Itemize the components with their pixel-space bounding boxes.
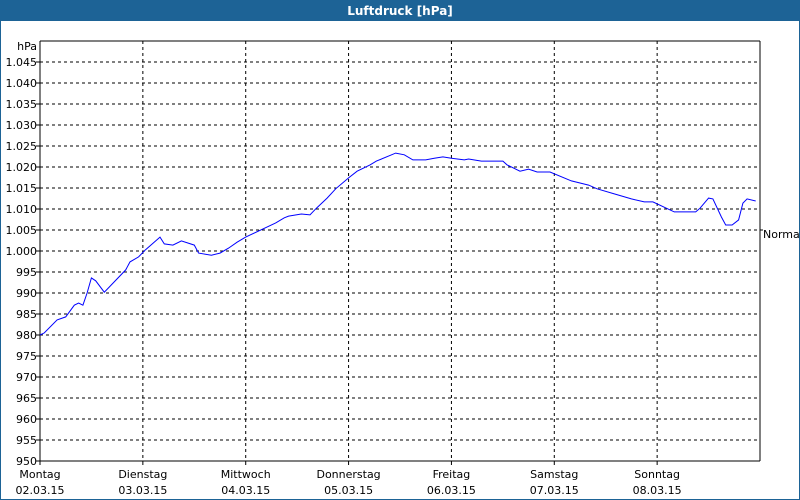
- y-tick-label: 1.020: [6, 161, 38, 174]
- y-tick-label: 975: [16, 350, 37, 363]
- y-tick-label: 1.000: [6, 245, 38, 258]
- y-tick-label: 1.010: [6, 203, 38, 216]
- x-tick-date: 05.03.15: [324, 484, 373, 497]
- y-tick-label: 1.015: [6, 182, 38, 195]
- x-tick-day: Dienstag: [118, 468, 167, 481]
- x-tick-day: Freitag: [433, 468, 471, 481]
- y-tick-label: 990: [16, 287, 37, 300]
- x-tick-date: 06.03.15: [427, 484, 476, 497]
- y-tick-label: 1.035: [6, 98, 38, 111]
- x-tick-day: Donnerstag: [316, 468, 380, 481]
- x-tick-day: Mittwoch: [221, 468, 271, 481]
- x-tick-day: Samstag: [530, 468, 578, 481]
- y-tick-label: 995: [16, 266, 37, 279]
- x-tick-date: 07.03.15: [530, 484, 579, 497]
- x-tick-date: 08.03.15: [633, 484, 682, 497]
- y-tick-label: 1.030: [6, 119, 38, 132]
- y-axis-label: hPa: [17, 40, 37, 53]
- y-tick-label: 1.025: [6, 140, 38, 153]
- window-title: Luftdruck [hPa]: [1, 1, 799, 21]
- x-tick-day: Sonntag: [634, 468, 680, 481]
- pressure-line: [39, 152, 756, 336]
- y-tick-label: 985: [16, 308, 37, 321]
- y-tick-label: 960: [16, 413, 37, 426]
- x-tick-date: 04.03.15: [221, 484, 270, 497]
- y-tick-label: 950: [16, 455, 37, 468]
- y-tick-label: 980: [16, 329, 37, 342]
- y-tick-label: 1.005: [6, 224, 38, 237]
- reference-label: Normal: [763, 228, 800, 241]
- y-tick-label: 970: [16, 371, 37, 384]
- y-tick-label: 955: [16, 434, 37, 447]
- x-tick-day: Montag: [19, 468, 60, 481]
- y-tick-label: 1.040: [6, 77, 38, 90]
- x-tick-date: 03.03.15: [118, 484, 167, 497]
- y-tick-label: 1.045: [6, 56, 38, 69]
- y-tick-label: 965: [16, 392, 37, 405]
- x-tick-date: 02.03.15: [16, 484, 65, 497]
